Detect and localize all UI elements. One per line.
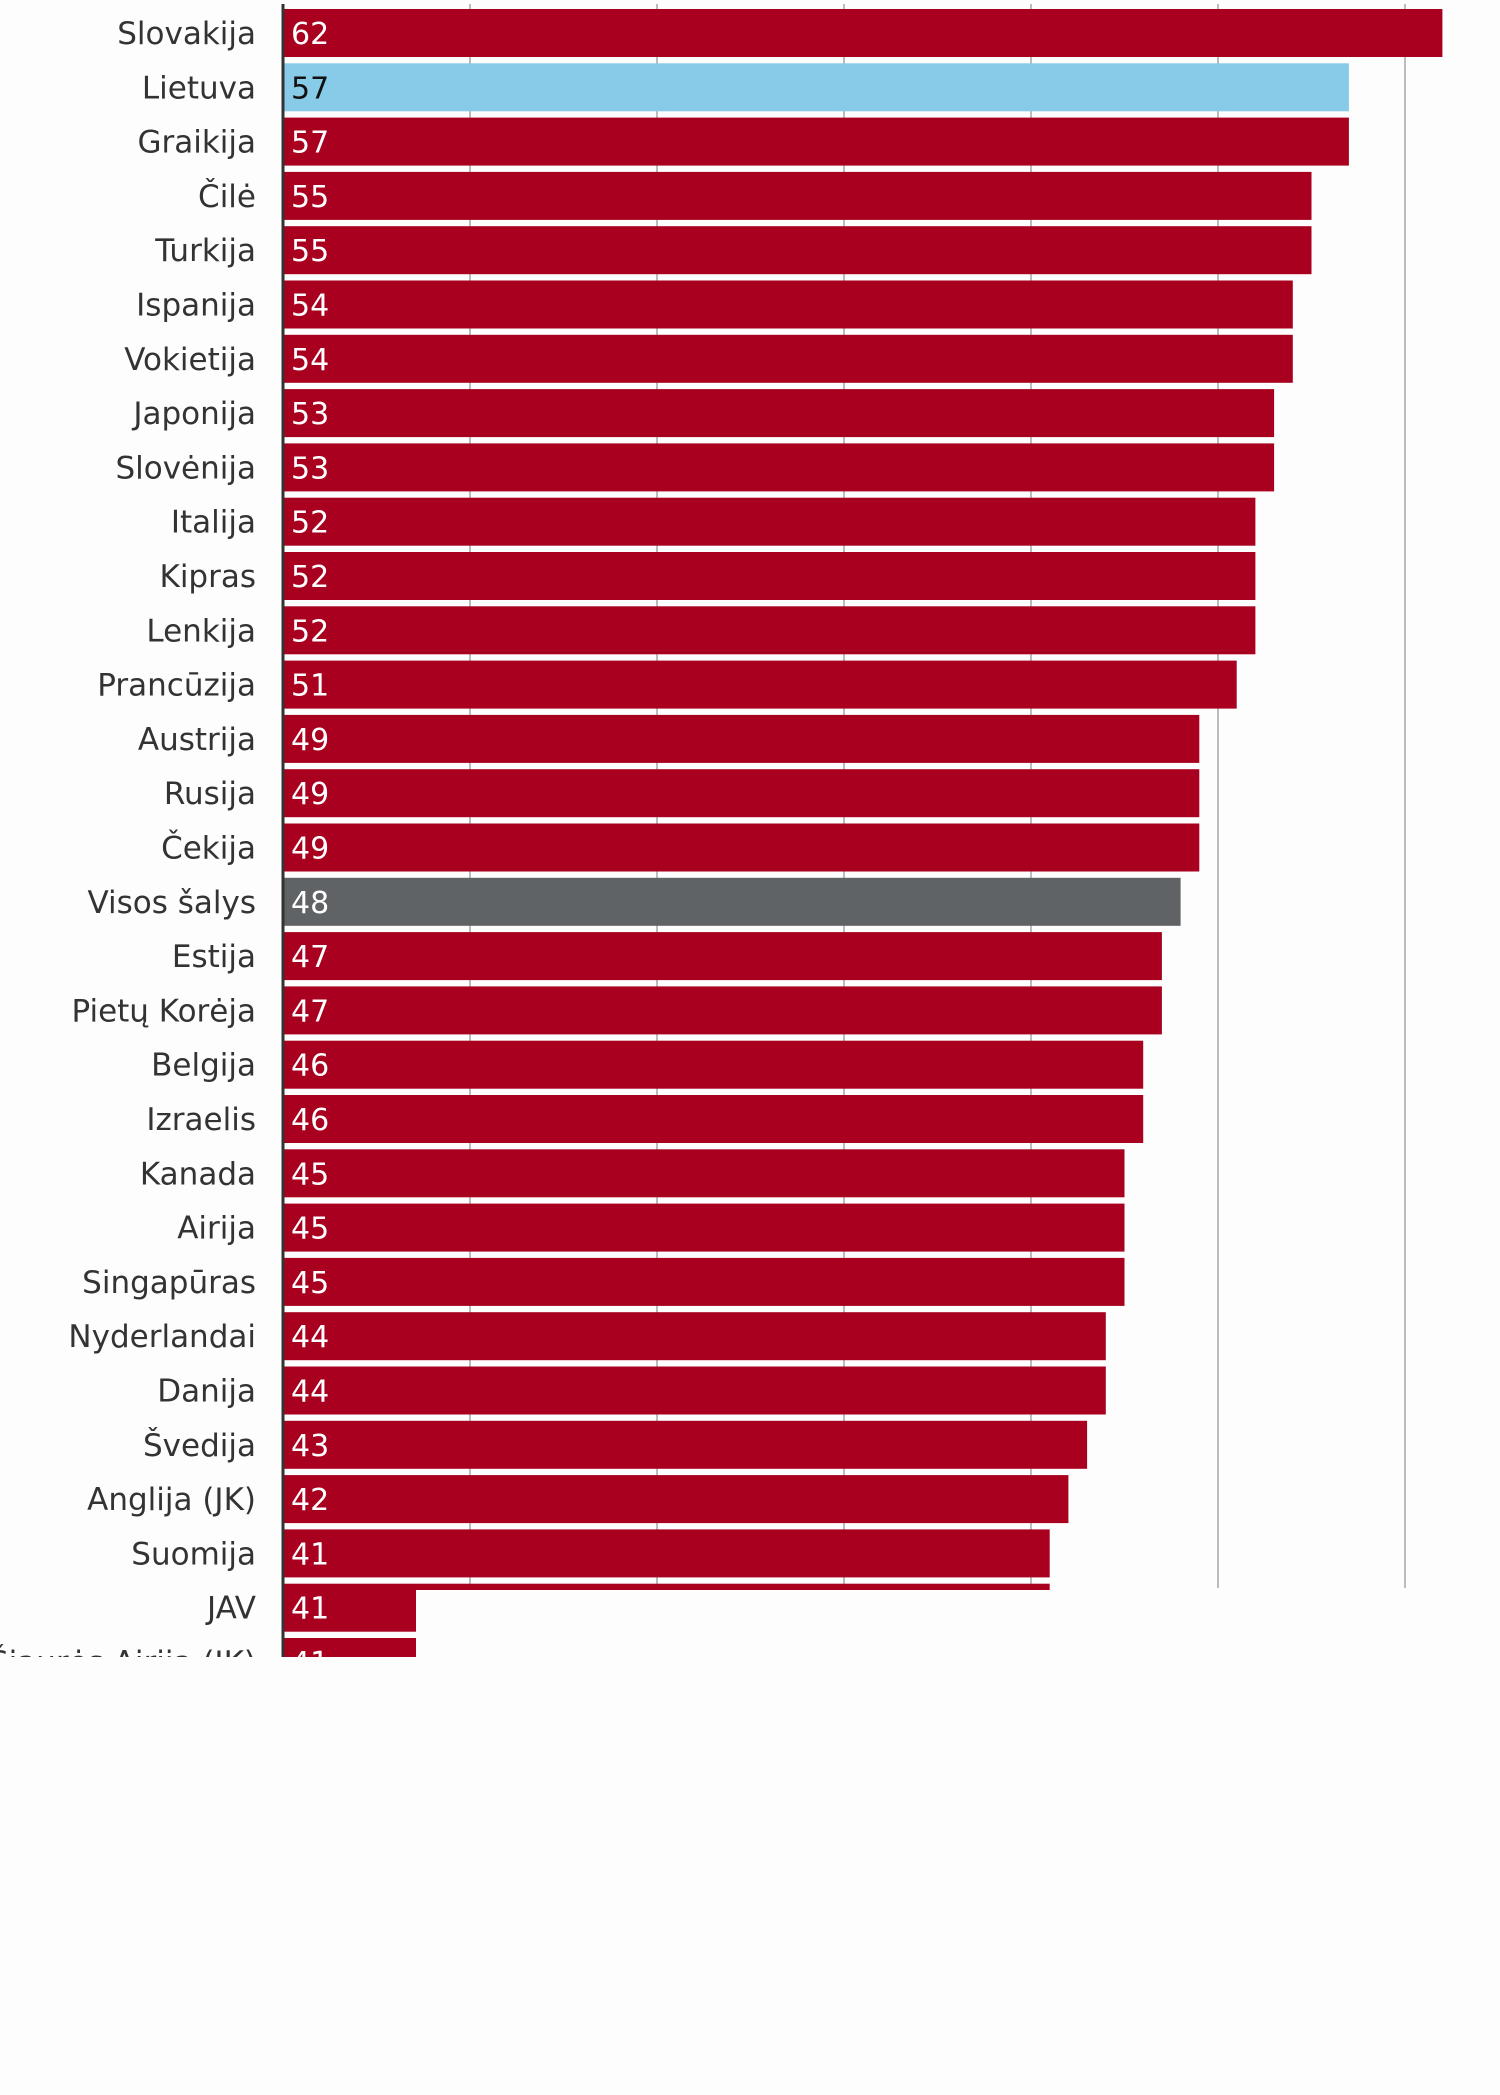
category-label: Belgija	[151, 1048, 256, 1084]
category-label: Šiaurės Airija (JK)	[0, 1644, 256, 1657]
value-label: 55	[291, 234, 329, 269]
bar	[283, 389, 1275, 438]
category-label: Graikija	[137, 125, 256, 161]
value-label: 41	[291, 1537, 329, 1572]
category-label: Slovėnija	[115, 450, 256, 486]
category-label: Austrija	[138, 722, 256, 758]
category-label: Čilė	[198, 178, 256, 215]
value-label: 52	[291, 560, 329, 595]
category-label: Suomija	[131, 1536, 256, 1572]
category-label: Nyderlandai	[68, 1319, 256, 1355]
bar	[283, 1257, 1125, 1306]
bar-chart: Slovakija 62 Lietuva 57 Graikija 57 Čilė 55 Turk…	[0, 4, 1500, 1657]
category-label: Anglija (JK)	[87, 1482, 256, 1518]
bar	[283, 226, 1312, 275]
value-label: 57	[291, 126, 329, 161]
bar	[283, 1040, 1144, 1089]
bar	[283, 823, 1200, 872]
bar	[283, 1529, 1050, 1578]
unloaded-image-region	[416, 1590, 1500, 1657]
category-label: Pietų Korėja	[71, 993, 256, 1029]
category-label: Ispanija	[136, 288, 256, 324]
value-label: 62	[291, 17, 329, 52]
bar	[283, 1203, 1125, 1252]
value-label: 49	[291, 777, 329, 812]
value-label: 53	[291, 397, 329, 432]
value-label: 48	[291, 886, 329, 921]
value-label: 47	[291, 994, 329, 1029]
category-label: JAV	[205, 1591, 256, 1627]
value-label: 52	[291, 614, 329, 649]
category-label: Estija	[172, 939, 256, 975]
category-label: Lenkija	[146, 613, 256, 649]
value-label: 57	[291, 71, 329, 106]
bar	[283, 714, 1200, 763]
value-label: 45	[291, 1266, 329, 1301]
value-label: 45	[291, 1212, 329, 1247]
category-label: Visos šalys	[87, 885, 256, 921]
category-label: Singapūras	[82, 1265, 256, 1301]
bar	[283, 9, 1443, 57]
value-label: 45	[291, 1157, 329, 1192]
value-label: 51	[291, 669, 329, 704]
category-label: Prancūzija	[97, 668, 256, 704]
category-label: Italija	[171, 505, 256, 541]
category-label: Rusija	[164, 776, 256, 812]
value-label: 43	[291, 1429, 329, 1464]
value-label: 44	[291, 1375, 329, 1410]
bar	[283, 1366, 1106, 1415]
bar	[283, 1095, 1144, 1143]
category-label: Izraelis	[146, 1102, 256, 1138]
bar	[283, 171, 1312, 220]
category-label: Kipras	[159, 559, 256, 595]
bar	[283, 552, 1256, 600]
value-label: 47	[291, 940, 329, 975]
bar	[283, 117, 1349, 166]
value-label: 41	[291, 1646, 329, 1657]
bar	[283, 660, 1237, 709]
bar	[283, 877, 1181, 926]
bar	[283, 769, 1200, 818]
category-label: Čekija	[161, 830, 256, 867]
value-label: 49	[291, 723, 329, 758]
category-label: Vokietija	[124, 342, 256, 378]
value-label: 54	[291, 343, 329, 378]
value-label: 46	[291, 1049, 329, 1084]
category-label: Slovakija	[117, 16, 256, 52]
bar	[283, 986, 1162, 1035]
bar	[283, 63, 1349, 112]
value-label: 55	[291, 180, 329, 215]
category-label: Švedija	[143, 1427, 256, 1464]
value-label: 41	[291, 1592, 329, 1627]
category-label: Turkija	[154, 233, 256, 269]
value-label: 49	[291, 832, 329, 867]
category-label: Kanada	[140, 1156, 256, 1192]
bar	[283, 280, 1293, 329]
value-label: 53	[291, 451, 329, 486]
bar	[283, 443, 1275, 492]
category-label: Danija	[157, 1374, 256, 1410]
category-label: Lietuva	[142, 70, 256, 106]
value-label: 46	[291, 1103, 329, 1138]
value-label: 44	[291, 1320, 329, 1355]
value-label: 52	[291, 506, 329, 541]
chart-svg: Slovakija 62 Lietuva 57 Graikija 57 Čilė 55 Turk…	[0, 4, 1500, 1657]
bar	[283, 1312, 1106, 1361]
bar	[283, 1475, 1069, 1524]
category-label: Japonija	[131, 396, 256, 432]
category-label: Airija	[177, 1211, 256, 1247]
bar	[283, 497, 1256, 546]
value-label: 42	[291, 1483, 329, 1518]
bar	[283, 1420, 1088, 1469]
bar	[283, 1149, 1125, 1198]
bar	[283, 334, 1293, 383]
bar	[283, 606, 1256, 655]
bar	[283, 932, 1162, 981]
value-label: 54	[291, 289, 329, 324]
